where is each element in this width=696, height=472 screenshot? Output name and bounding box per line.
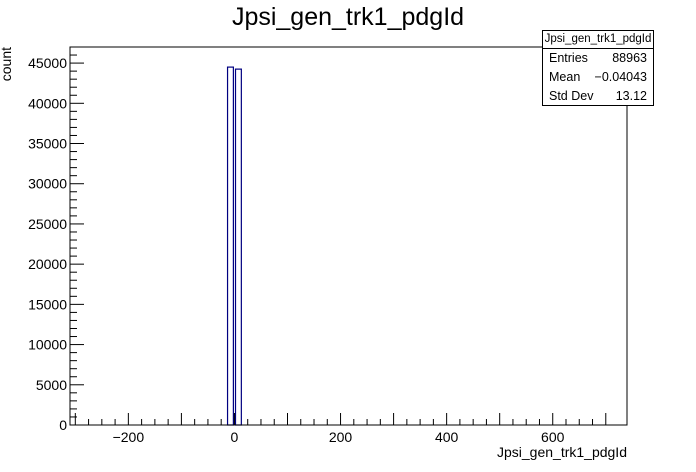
chart-title: Jpsi_gen_trk1_pdgId <box>231 3 465 31</box>
y-tick-label: 10000 <box>28 337 67 353</box>
x-tick-label: 0 <box>231 429 239 445</box>
y-tick-label: 30000 <box>28 176 67 192</box>
stats-entries-row: Entries 88963 <box>543 49 653 68</box>
y-axis-ticks: 0 5000 10000 15000 20000 25000 30000 35000 40000… <box>28 54 84 433</box>
histogram-bin-1 <box>234 68 242 426</box>
stats-title: Jpsi_gen_trk1_pdgId <box>543 31 653 49</box>
stats-stddev-value: 13.12 <box>615 89 647 103</box>
y-tick-label: 35000 <box>28 136 67 152</box>
plot-frame <box>69 46 628 426</box>
y-tick-label: 45000 <box>28 55 67 71</box>
stats-entries-value: 88963 <box>612 51 647 65</box>
x-axis-label: Jpsi_gen_trk1_pdgId <box>497 444 627 460</box>
x-tick-label: 600 <box>541 429 565 445</box>
y-tick-label: 25000 <box>28 216 67 232</box>
y-tick-label: 20000 <box>28 256 67 272</box>
histogram-bin-0 <box>226 66 234 426</box>
stats-stddev-row: Std Dev 13.12 <box>543 87 653 106</box>
stats-stddev-label: Std Dev <box>549 89 594 103</box>
x-tick-label: 200 <box>329 429 353 445</box>
y-tick-label: 5000 <box>36 377 67 393</box>
x-tick-label: −200 <box>113 429 145 445</box>
stats-mean-value: −0.04043 <box>594 70 647 84</box>
x-tick-label: 400 <box>435 429 459 445</box>
y-tick-label: 0 <box>59 417 67 433</box>
stats-entries-label: Entries <box>549 51 588 65</box>
y-tick-label: 15000 <box>28 296 67 312</box>
stats-mean-label: Mean <box>549 70 581 84</box>
stats-box: Jpsi_gen_trk1_pdgId Entries 88963 Mean −… <box>542 30 654 106</box>
x-axis-ticks: −200 0 200 400 600 <box>74 413 607 445</box>
y-axis-label: count <box>0 47 14 81</box>
histogram-bars <box>226 66 242 426</box>
stats-mean-row: Mean −0.04043 <box>543 68 653 87</box>
y-tick-label: 40000 <box>28 95 67 111</box>
